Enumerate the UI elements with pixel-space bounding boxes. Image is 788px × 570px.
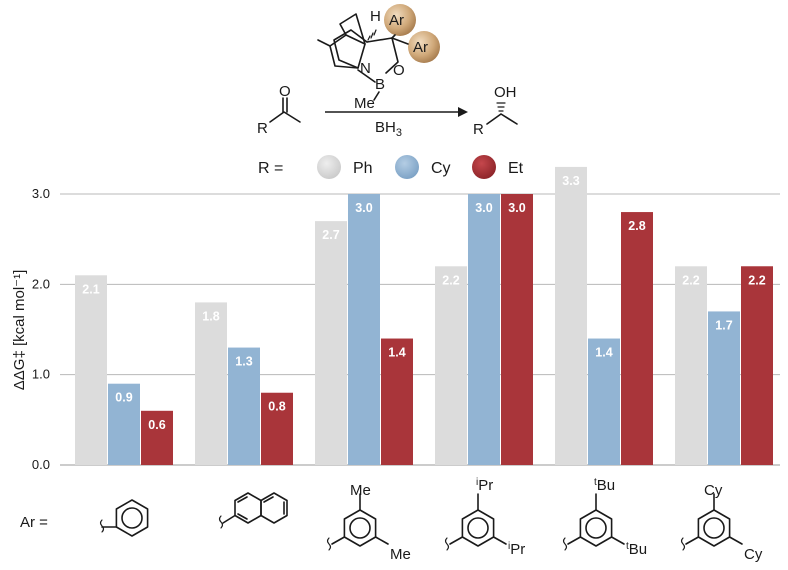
value-label: 2.2 <box>442 273 459 287</box>
legend-label-cy: Cy <box>431 160 451 177</box>
product-hash <box>496 102 506 112</box>
product-oh: OH <box>494 84 517 101</box>
substituent-bottom: Cy <box>744 546 763 563</box>
reaction-arrow: BH3 <box>325 107 468 139</box>
bar-chart: 0.0 1.0 2.0 3.0 ΔΔG‡ [kcal mol⁻¹] 2.1 0.9 0.6… <box>11 166 780 472</box>
value-label: 1.7 <box>715 318 732 332</box>
value-label: 3.0 <box>508 201 525 215</box>
y-tick-labels: 0.0 1.0 2.0 3.0 <box>32 186 50 472</box>
bar-ph-2 <box>195 302 227 465</box>
ar-ball-2 <box>408 31 440 63</box>
reactant-r: R <box>257 120 268 137</box>
ar-label-2: Ar <box>413 39 428 56</box>
value-label: 0.6 <box>148 418 165 432</box>
grid-lines <box>60 193 780 466</box>
reaction-scheme: N B O H Me Ar Ar O R BH3 <box>257 4 518 139</box>
substituent-top: Me <box>350 482 371 499</box>
reagent-label: BH3 <box>375 119 402 139</box>
bar-et-3 <box>381 338 413 465</box>
bar-cy-5 <box>588 338 620 465</box>
legend-swatch-cy <box>395 155 419 179</box>
value-label: 0.9 <box>115 391 132 405</box>
structure-naphthyl <box>218 492 288 529</box>
value-label: 2.7 <box>322 228 339 242</box>
structure-35-me: Me Me <box>326 482 411 563</box>
y-tick-label: 2.0 <box>32 276 50 291</box>
substituent-bottom: Me <box>390 546 411 563</box>
bar-et-2 <box>261 392 293 465</box>
value-label: 2.2 <box>682 273 699 287</box>
value-label: 2.1 <box>82 282 99 296</box>
ar-row-prefix: Ar = <box>20 514 48 531</box>
value-label: 3.0 <box>475 201 492 215</box>
substituent-bottom: tBu <box>626 541 647 558</box>
value-label: 3.3 <box>562 174 579 188</box>
value-label: 1.8 <box>202 309 219 323</box>
stereo-hash <box>367 29 377 41</box>
bar-ph-4 <box>435 266 467 465</box>
bar-cy-3 <box>348 194 380 465</box>
bars <box>75 166 773 465</box>
atom-me: Me <box>354 95 375 112</box>
reactant-ketone: O R <box>257 83 301 137</box>
bar-ph-3 <box>315 221 347 465</box>
legend-prefix: R = <box>258 160 283 177</box>
legend-label-ph: Ph <box>353 160 373 177</box>
legend-swatch-ph <box>317 155 341 179</box>
atom-n: N <box>360 60 371 77</box>
y-tick-label: 0.0 <box>32 457 50 472</box>
structure-35-ipr: iPr iPr <box>444 477 525 558</box>
atom-h: H <box>370 8 381 25</box>
bar-et-1 <box>141 410 173 465</box>
structure-35-cy: Cy Cy <box>680 482 763 563</box>
value-label: 1.3 <box>235 355 252 369</box>
value-label: 1.4 <box>388 346 405 360</box>
substituent-bottom: iPr <box>508 541 525 558</box>
substituent-top: iPr <box>476 477 493 494</box>
substituent-top: Cy <box>704 482 723 499</box>
legend-label-et: Et <box>508 160 524 177</box>
product-r: R <box>473 121 484 138</box>
bar-cy-6 <box>708 311 740 465</box>
bar-cy-1 <box>108 383 140 465</box>
atom-o: O <box>393 62 405 79</box>
bar-ph-1 <box>75 275 107 465</box>
structure-phenyl <box>99 499 149 537</box>
value-label: 3.0 <box>355 201 372 215</box>
value-label: 2.8 <box>628 219 645 233</box>
value-label: 0.8 <box>268 400 285 414</box>
substituent-top: tBu <box>594 477 615 494</box>
bar-ph-6 <box>675 266 707 465</box>
bar-et-5 <box>621 212 653 465</box>
y-tick-label: 1.0 <box>32 367 50 382</box>
legend-swatch-et <box>472 155 496 179</box>
value-labels: 2.1 0.9 0.6 1.8 1.3 0.8 2.7 3.0 1.4 2.2 3.0 3.0 3.3 1… <box>82 174 765 432</box>
bar-ph-5 <box>555 166 587 465</box>
bar-cy-4 <box>468 194 500 465</box>
value-label: 1.4 <box>595 346 612 360</box>
ar-structures: Ar = Me Me <box>20 477 763 563</box>
structure-35-tbu: tBu tBu <box>562 477 647 558</box>
reactant-oxygen: O <box>279 83 291 100</box>
bar-cy-2 <box>228 347 260 465</box>
value-label: 2.2 <box>748 273 765 287</box>
atom-b: B <box>375 76 385 93</box>
ar-ball-1 <box>384 4 416 36</box>
legend: R = Ph Cy Et <box>258 155 524 179</box>
y-axis-label: ΔΔG‡ [kcal mol⁻¹] <box>11 270 28 390</box>
product-alcohol: OH R <box>473 84 518 138</box>
catalyst-structure: N B O H Me Ar Ar <box>317 4 440 112</box>
ar-label-1: Ar <box>389 12 404 29</box>
y-tick-label: 3.0 <box>32 186 50 201</box>
bar-et-6 <box>741 266 773 465</box>
bar-et-4 <box>501 194 533 465</box>
